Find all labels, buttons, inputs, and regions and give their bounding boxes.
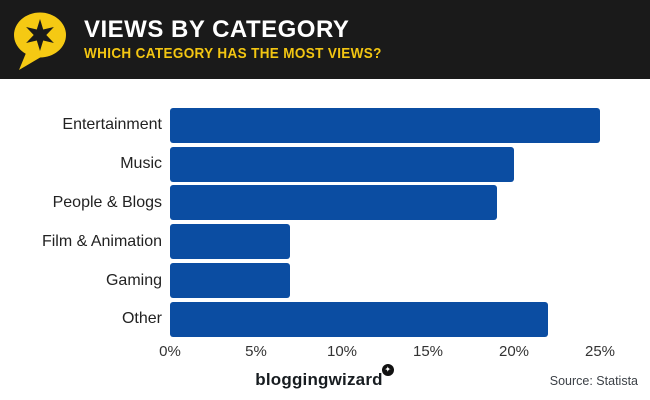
header-titles: VIEWS BY CATEGORY WHICH CATEGORY HAS THE… <box>84 17 415 62</box>
x-axis: 0% 5% 10% 15% 20% 25% <box>159 342 615 361</box>
x-tick-label-0: 0% <box>159 342 181 360</box>
blogging-wizard-logo-icon <box>14 12 66 70</box>
page-subtitle: WHICH CATEGORY HAS THE MOST VIEWS? <box>84 45 382 63</box>
bar-track-entertainment <box>170 107 600 143</box>
bar-row-gaming: Gaming <box>0 261 600 300</box>
x-tick-label-25: 25% <box>584 342 616 360</box>
source-credit: Source: Statista <box>549 373 638 388</box>
category-label-entertainment: Entertainment <box>62 116 162 134</box>
category-label-music: Music <box>120 155 162 173</box>
bar-row-people-blogs: People & Blogs <box>0 184 600 223</box>
star-badge-icon: ✦ <box>381 363 394 376</box>
x-tick-label-15: 15% <box>412 342 444 360</box>
bar-row-other: Other <box>0 300 600 339</box>
category-label-gaming: Gaming <box>105 271 162 289</box>
bar-row-film-animation: Film & Animation <box>0 222 600 261</box>
brand-wrap: bloggingwizard✦ <box>0 363 650 390</box>
bar-people-blogs <box>170 185 497 221</box>
bar-track-music <box>170 146 600 182</box>
bar-row-music: Music <box>0 145 600 184</box>
bar-track-people-blogs <box>170 185 600 221</box>
bar-film-animation <box>170 224 291 260</box>
x-tick-label-10: 10% <box>326 342 358 360</box>
brand-text: bloggingwizard <box>255 369 383 389</box>
category-label-people-blogs: People & Blogs <box>52 193 162 211</box>
bar-gaming <box>170 263 291 299</box>
x-tick-label-5: 5% <box>245 342 267 360</box>
bar-track-film-animation <box>170 224 600 260</box>
header-banner: VIEWS BY CATEGORY WHICH CATEGORY HAS THE… <box>0 0 650 79</box>
bar-track-gaming <box>170 263 600 299</box>
bar-music <box>170 146 514 182</box>
category-label-film-animation: Film & Animation <box>41 232 162 250</box>
bar-chart: Entertainment Music People & Blogs Film & A… <box>0 106 615 361</box>
footer: bloggingwizard✦ Source: Statista <box>0 363 650 400</box>
bar-other <box>170 301 549 337</box>
bar-entertainment <box>170 107 600 143</box>
bar-row-entertainment: Entertainment <box>0 106 600 145</box>
chart-rows: Entertainment Music People & Blogs Film & A… <box>0 106 600 339</box>
x-tick-label-20: 20% <box>498 342 530 360</box>
page-title: VIEWS BY CATEGORY <box>84 15 350 43</box>
bar-track-other <box>170 301 600 337</box>
category-label-other: Other <box>121 310 162 328</box>
